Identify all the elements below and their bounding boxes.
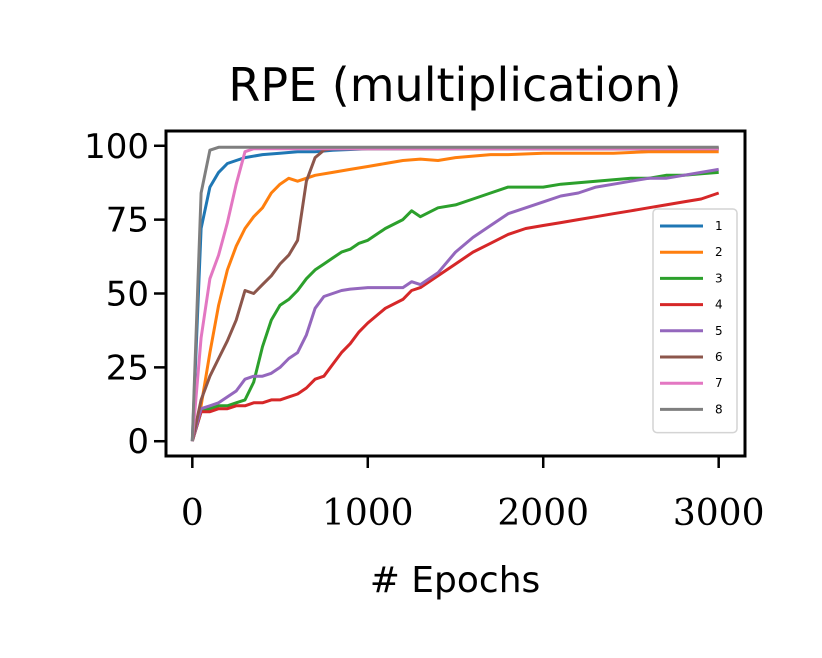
y-axis: 0 25 50 75 100 bbox=[84, 127, 166, 462]
legend-label-4: 4 bbox=[715, 298, 723, 312]
series-line-3 bbox=[190, 170, 719, 442]
legend-label-7: 7 bbox=[715, 376, 723, 390]
plot-lines bbox=[190, 145, 720, 442]
x-axis-label: # Epochs bbox=[370, 560, 541, 601]
y-tick-label: 0 bbox=[127, 422, 149, 462]
legend-box bbox=[652, 208, 738, 434]
legend: 1 2 3 4 5 6 7 8 bbox=[652, 208, 738, 434]
legend-label-8: 8 bbox=[715, 402, 723, 416]
y-tick-label: 75 bbox=[106, 201, 149, 241]
series-line-2 bbox=[190, 150, 719, 442]
x-tick-label: 2000 bbox=[497, 493, 589, 534]
y-tick-label: 100 bbox=[84, 127, 149, 167]
series-line-4 bbox=[190, 191, 720, 442]
x-axis: 0 1000 2000 3000 bbox=[181, 456, 765, 534]
x-tick-label: 0 bbox=[181, 493, 204, 534]
y-tick-label: 25 bbox=[106, 348, 149, 388]
y-tick-label: 50 bbox=[106, 275, 149, 315]
legend-label-5: 5 bbox=[715, 324, 723, 338]
x-tick-label: 3000 bbox=[673, 493, 765, 534]
legend-label-2: 2 bbox=[715, 245, 723, 259]
series-line-5 bbox=[190, 167, 719, 442]
series-line-8 bbox=[190, 145, 719, 442]
legend-label-1: 1 bbox=[715, 219, 723, 233]
x-tick-label: 1000 bbox=[322, 493, 414, 534]
chart-title: RPE (multiplication) bbox=[228, 58, 681, 112]
legend-label-6: 6 bbox=[715, 350, 723, 364]
legend-label-3: 3 bbox=[715, 271, 723, 285]
